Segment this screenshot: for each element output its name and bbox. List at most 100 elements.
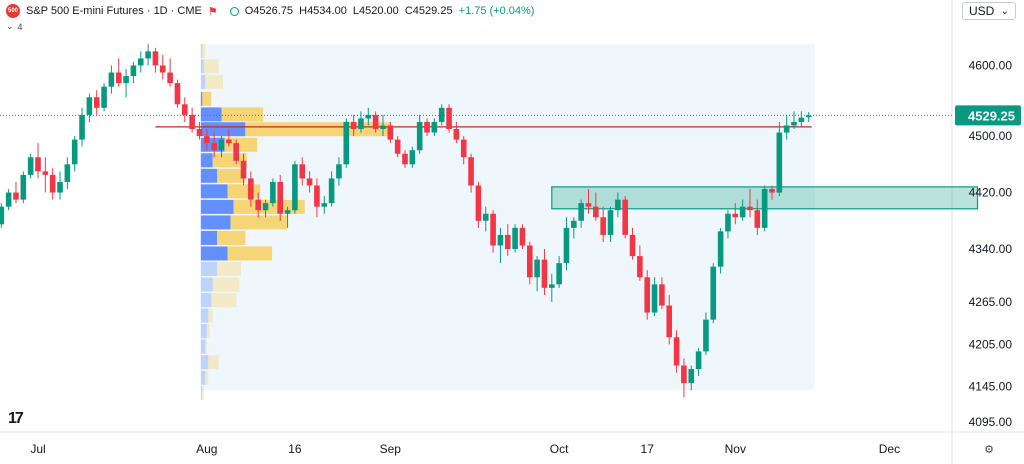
candle-body[interactable] bbox=[79, 114, 85, 140]
candle-body[interactable] bbox=[688, 369, 695, 384]
symbol-title[interactable]: S&P 500 E-mini Futures · 1D · CME bbox=[26, 5, 202, 17]
candle-body[interactable] bbox=[791, 121, 797, 126]
candle-body[interactable] bbox=[204, 136, 210, 144]
candle-body[interactable] bbox=[673, 337, 680, 366]
candle-body[interactable] bbox=[0, 206, 5, 225]
candle-body[interactable] bbox=[262, 203, 269, 211]
candle-body[interactable] bbox=[659, 284, 665, 306]
candle-body[interactable] bbox=[424, 121, 430, 133]
candle-body[interactable] bbox=[519, 227, 526, 246]
candle-body[interactable] bbox=[42, 171, 49, 175]
candle-body[interactable] bbox=[64, 164, 71, 182]
candle-body[interactable] bbox=[541, 259, 548, 288]
candle-body[interactable] bbox=[490, 213, 496, 246]
candle-body[interactable] bbox=[358, 118, 364, 130]
candle-body[interactable] bbox=[306, 178, 313, 186]
candle-body[interactable] bbox=[651, 284, 658, 313]
candle-body[interactable] bbox=[482, 213, 489, 221]
candle-body[interactable] bbox=[431, 121, 438, 133]
candle-body[interactable] bbox=[240, 160, 247, 179]
candle-body[interactable] bbox=[600, 217, 606, 235]
candle-body[interactable] bbox=[739, 206, 746, 218]
candle-body[interactable] bbox=[299, 164, 306, 179]
settings-icon[interactable]: ⚙ bbox=[984, 444, 994, 456]
candle-body[interactable] bbox=[35, 157, 41, 172]
candle-body[interactable] bbox=[798, 117, 805, 122]
candle-body[interactable] bbox=[321, 203, 328, 207]
candle-body[interactable] bbox=[372, 114, 379, 130]
candle-body[interactable] bbox=[593, 206, 599, 218]
candle-body[interactable] bbox=[571, 220, 577, 228]
candle-body[interactable] bbox=[622, 199, 628, 235]
currency-select[interactable]: USD ⌄ bbox=[962, 2, 1016, 20]
candle-body[interactable] bbox=[409, 150, 416, 165]
candle-body[interactable] bbox=[776, 132, 783, 193]
candle-body[interactable] bbox=[747, 206, 753, 211]
candle-body[interactable] bbox=[115, 72, 122, 84]
candle-body[interactable] bbox=[248, 178, 254, 200]
candle-body[interactable] bbox=[101, 86, 107, 108]
candle-body[interactable] bbox=[717, 231, 724, 267]
candle-body[interactable] bbox=[629, 234, 636, 257]
candle-body[interactable] bbox=[336, 164, 342, 179]
candle-body[interactable] bbox=[233, 143, 239, 161]
candle-body[interactable] bbox=[402, 153, 408, 165]
candle-body[interactable] bbox=[314, 185, 320, 207]
candle-body[interactable] bbox=[497, 234, 504, 246]
candle-body[interactable] bbox=[211, 143, 217, 151]
candle-body[interactable] bbox=[380, 125, 386, 130]
candle-body[interactable] bbox=[416, 121, 423, 151]
candle-body[interactable] bbox=[504, 234, 511, 250]
candle-body[interactable] bbox=[460, 139, 467, 158]
flag-icon[interactable]: ⚑ bbox=[207, 5, 218, 18]
candle-body[interactable] bbox=[196, 129, 203, 137]
candle-body[interactable] bbox=[130, 65, 137, 77]
candle-body[interactable] bbox=[5, 192, 12, 207]
candle-body[interactable] bbox=[637, 256, 643, 278]
candle-body[interactable] bbox=[86, 97, 93, 115]
candle-body[interactable] bbox=[695, 351, 702, 370]
candle-body[interactable] bbox=[137, 58, 144, 66]
candle-body[interactable] bbox=[761, 189, 768, 228]
candle-body[interactable] bbox=[468, 157, 474, 186]
candle-body[interactable] bbox=[57, 181, 63, 193]
candle-body[interactable] bbox=[167, 72, 173, 84]
candle-body[interactable] bbox=[754, 210, 761, 228]
candle-body[interactable] bbox=[27, 157, 34, 175]
candle-body[interactable] bbox=[644, 277, 651, 313]
candle-body[interactable] bbox=[145, 51, 151, 59]
candle-body[interactable] bbox=[666, 305, 673, 338]
candle-body[interactable] bbox=[93, 97, 100, 108]
candle-body[interactable] bbox=[174, 83, 181, 105]
candle-body[interactable] bbox=[512, 227, 518, 250]
candle-body[interactable] bbox=[556, 263, 562, 285]
candle-body[interactable] bbox=[182, 104, 188, 115]
candle-body[interactable] bbox=[681, 365, 687, 384]
candle-body[interactable] bbox=[549, 284, 555, 288]
candle-body[interactable] bbox=[578, 203, 584, 221]
candle-body[interactable] bbox=[475, 185, 482, 221]
symbol-badge[interactable]: 500 bbox=[6, 4, 20, 18]
candle-body[interactable] bbox=[446, 107, 452, 130]
candle-body[interactable] bbox=[394, 139, 401, 154]
candle-body[interactable] bbox=[607, 210, 614, 235]
candle-body[interactable] bbox=[108, 72, 115, 87]
candle-body[interactable] bbox=[71, 139, 78, 165]
candle-body[interactable] bbox=[585, 203, 592, 207]
candle-body[interactable] bbox=[255, 199, 261, 211]
candle-body[interactable] bbox=[218, 139, 225, 151]
candle-body[interactable] bbox=[710, 266, 717, 320]
indicators-toggle[interactable]: ⌄ 4 bbox=[6, 21, 23, 32]
candle-body[interactable] bbox=[152, 51, 159, 66]
candle-body[interactable] bbox=[526, 245, 533, 278]
candle-body[interactable] bbox=[226, 139, 232, 144]
candle-body[interactable] bbox=[783, 125, 790, 133]
candle-body[interactable] bbox=[563, 227, 570, 264]
candle-body[interactable] bbox=[343, 121, 350, 165]
candle-body[interactable] bbox=[20, 174, 27, 200]
candle-body[interactable] bbox=[732, 213, 739, 218]
candle-body[interactable] bbox=[159, 65, 166, 73]
candle-body[interactable] bbox=[350, 121, 357, 130]
candle-body[interactable] bbox=[189, 114, 195, 130]
